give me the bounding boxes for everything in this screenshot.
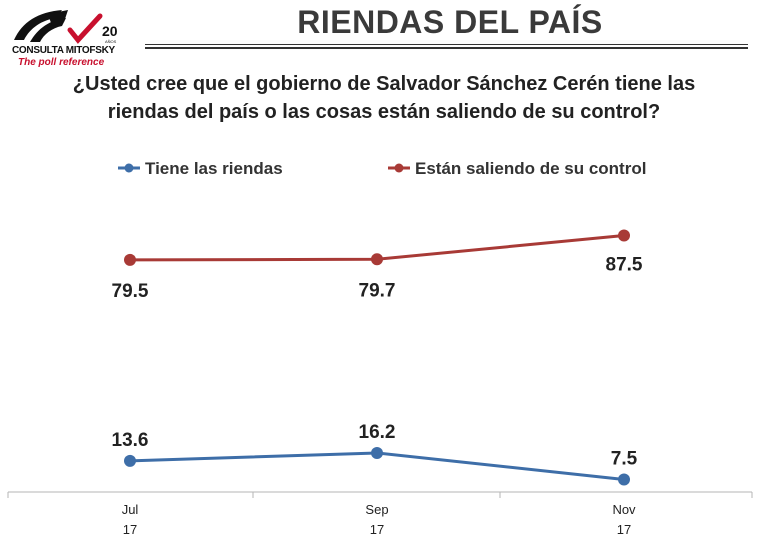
data-label-2-3: 87.5 — [606, 255, 643, 276]
data-label-1-3: 7.5 — [611, 449, 638, 470]
data-point-1-1 — [124, 454, 136, 467]
legend-label-2: Están saliendo de su control — [415, 159, 646, 178]
data-label-2-1: 79.5 — [112, 281, 149, 302]
title-rule — [145, 44, 748, 45]
logo-name: CONSULTA MITOFSKY — [12, 45, 115, 56]
x-tick-year-sep: 17 — [370, 522, 384, 537]
x-tick-month-nov: Nov — [612, 502, 636, 517]
data-label-2-2: 79.7 — [359, 280, 396, 301]
data-point-1-2 — [371, 446, 383, 459]
logo-emblem-icon: 20 AÑOS — [14, 10, 118, 44]
data-point-2-2 — [371, 253, 383, 266]
x-tick-month-jul: Jul — [122, 502, 139, 517]
x-tick-year-nov: 17 — [617, 522, 631, 537]
data-point-1-3 — [618, 473, 630, 486]
question-line-1: ¿Usted cree que el gobierno de Salvador … — [72, 73, 696, 95]
data-point-2-3 — [618, 229, 630, 242]
logo-badge: 20 — [102, 23, 118, 39]
consulta-mitofsky-logo: 20 AÑOS CONSULTA MITOFSKY The poll refer… — [8, 4, 128, 68]
legend-label-1: Tiene las riendas — [145, 159, 283, 178]
title-rule-thick — [145, 47, 748, 49]
question-line-2: riendas del país o las cosas están salie… — [107, 101, 661, 123]
data-label-1-2: 16.2 — [359, 422, 396, 443]
legend-marker-1 — [124, 163, 134, 173]
survey-question: ¿Usted cree que el gobierno de Salvador … — [20, 70, 748, 126]
page-title: RIENDAS DEL PAÍS — [297, 4, 603, 40]
logo-tagline: The poll reference — [18, 57, 105, 68]
x-tick-month-sep: Sep — [365, 502, 388, 517]
data-point-2-1 — [124, 253, 136, 266]
data-label-1-1: 13.6 — [112, 430, 149, 451]
x-tick-year-jul: 17 — [123, 522, 137, 537]
legend-marker-2 — [394, 163, 404, 173]
logo-badge-sub: AÑOS — [105, 39, 117, 44]
